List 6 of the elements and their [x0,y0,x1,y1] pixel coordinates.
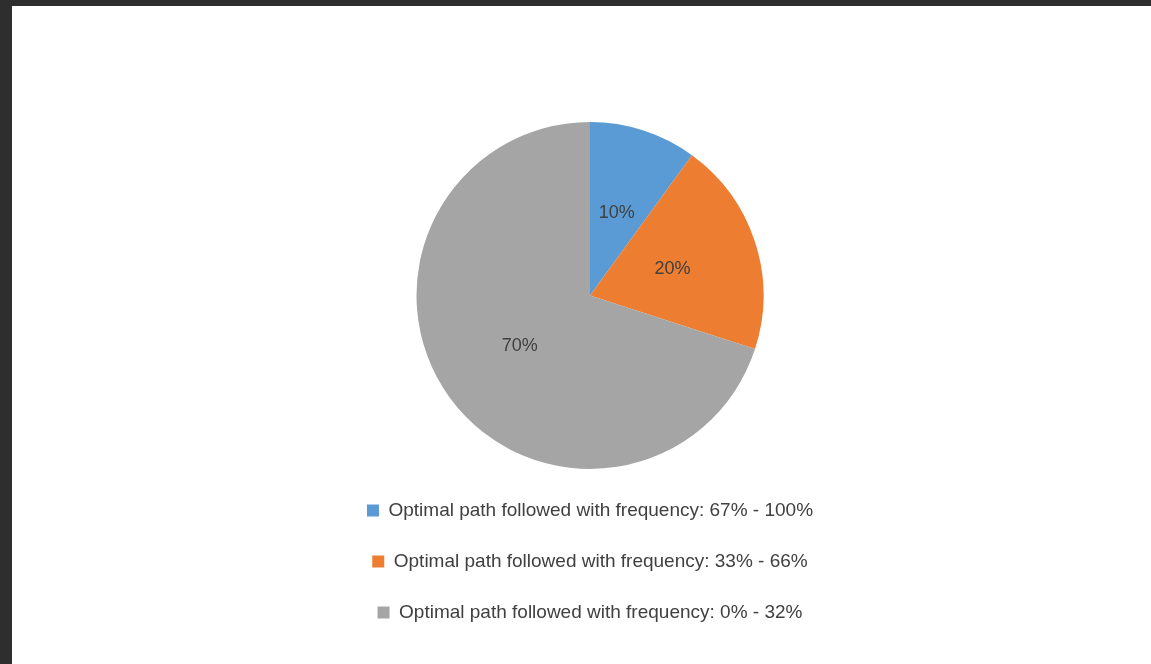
legend-label: Optimal path followed with frequency: 67% - 100% [388,498,814,520]
data-label: 10% [598,201,635,222]
data-label: 70% [501,335,538,356]
legend-label: Optimal path followed with frequency: 0% - 32% [399,600,803,622]
legend-label: Optimal path followed with frequency: 33% - 66% [393,549,808,571]
data-label: 20% [654,257,691,278]
